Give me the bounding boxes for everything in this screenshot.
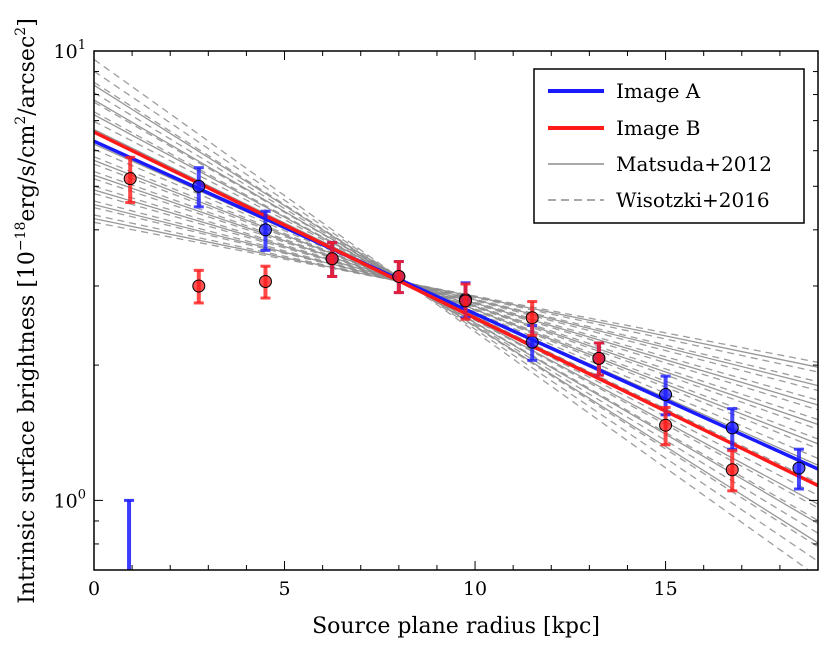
image-b-point-0	[123, 172, 137, 186]
y-tick-labels: 100 101	[54, 38, 86, 512]
image-b-point-1	[192, 279, 206, 293]
image-b-point-6	[525, 311, 539, 325]
legend-label-wisotzki: Wisotzki+2016	[616, 188, 770, 212]
x-tick-label-5: 5	[278, 578, 290, 600]
x-tick-labels: 0 5 10 15	[88, 578, 678, 600]
legend: Image A Image B Matsuda+2012 Wisotzki+20…	[533, 68, 805, 224]
matsuda-line-1	[94, 203, 818, 387]
image-b-point-9	[725, 463, 739, 477]
wisotzki-line-15	[94, 101, 818, 522]
x-tick-label-0: 0	[88, 578, 100, 600]
image-b-point-5	[459, 294, 473, 308]
legend-box	[533, 68, 805, 224]
data-points-group	[123, 155, 806, 570]
x-tick-label-15: 15	[653, 578, 677, 600]
matsuda-line-0	[94, 217, 818, 368]
image-b-point-2	[258, 274, 272, 288]
image-a-point-6	[525, 335, 539, 349]
axis-ticks-group	[93, 50, 819, 571]
y-tick-label-0: 100	[54, 487, 86, 512]
legend-label-image-b: Image B	[616, 116, 700, 140]
image-a-point-8	[659, 388, 673, 402]
legend-label-matsuda: Matsuda+2012	[616, 152, 772, 176]
matsuda-line-4	[94, 159, 818, 445]
image-a-point-10	[792, 461, 806, 475]
x-tick-label-10: 10	[463, 578, 487, 600]
matsuda-line-9	[94, 84, 818, 544]
plot-frame	[93, 50, 819, 571]
wisotzki-line-16	[94, 92, 818, 534]
wisotzki-line-0	[94, 221, 818, 363]
matsuda-line-2	[94, 189, 818, 406]
image-b-point-8	[659, 418, 673, 432]
matsuda-line-8	[94, 99, 818, 525]
x-axis-label: Source plane radius [kpc]	[312, 614, 600, 639]
fit-lines-group	[94, 130, 818, 488]
wisotzki-line-18	[94, 70, 818, 562]
image-b-point-3	[325, 252, 339, 266]
wisotzki-line-19	[94, 58, 810, 570]
image-a-point-9	[725, 421, 739, 435]
y-tick-label-1: 101	[54, 38, 86, 63]
fit-line-image-b	[94, 130, 818, 488]
image-a-point-2	[258, 223, 272, 237]
image-b-point-7	[592, 351, 606, 365]
wisotzki-line-13	[94, 120, 818, 496]
wisotzki-line-1	[94, 214, 818, 373]
matsuda-line-3	[94, 174, 818, 426]
image-b-point-4	[392, 269, 406, 283]
legend-label-image-a: Image A	[616, 79, 701, 103]
y-axis-label: Intrinsic surface brightness [10−18erg/s…	[13, 18, 40, 604]
image-a-point-1	[192, 179, 206, 193]
fit-line-image-a	[94, 139, 818, 471]
